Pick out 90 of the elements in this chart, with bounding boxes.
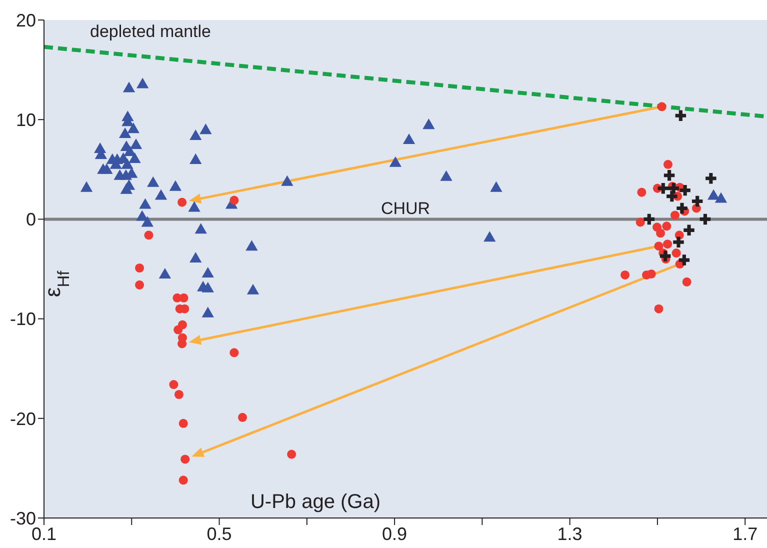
- point: [389, 156, 402, 167]
- point: [678, 254, 690, 266]
- point: [230, 196, 239, 205]
- point: [658, 182, 669, 194]
- x-tick-label: 0.9: [382, 524, 408, 544]
- point: [230, 348, 239, 358]
- point: [122, 82, 136, 92]
- point: [100, 163, 113, 174]
- point: [668, 182, 680, 194]
- point: [682, 277, 692, 286]
- y-tick-label: 0: [26, 210, 36, 230]
- point: [127, 122, 140, 134]
- point: [174, 325, 183, 334]
- point: [714, 192, 728, 203]
- point: [402, 133, 416, 144]
- point: [135, 280, 144, 290]
- point: [135, 264, 144, 273]
- point: [147, 176, 160, 187]
- x-tick-label: 0.5: [206, 524, 232, 544]
- point: [139, 198, 152, 209]
- point: [80, 181, 93, 192]
- point: [169, 380, 178, 390]
- point: [664, 170, 675, 181]
- y-tick-label: -10: [10, 309, 36, 330]
- point: [136, 78, 149, 88]
- y-tick-label: 20: [16, 10, 36, 30]
- point: [178, 198, 187, 207]
- point: [680, 184, 690, 196]
- point: [200, 124, 212, 134]
- point: [188, 201, 200, 212]
- point: [174, 390, 184, 399]
- point: [169, 180, 182, 191]
- point: [663, 160, 672, 169]
- ref-line-label: CHUR: [380, 199, 430, 218]
- point: [178, 476, 188, 485]
- point: [654, 242, 664, 251]
- point: [646, 269, 656, 278]
- point: [190, 153, 202, 164]
- point: [179, 293, 188, 302]
- point: [178, 418, 188, 428]
- point: [692, 196, 703, 207]
- point: [422, 118, 435, 130]
- point: [238, 412, 248, 422]
- point: [130, 138, 142, 150]
- x-tick-label: 1.3: [557, 524, 582, 544]
- point: [440, 170, 452, 181]
- point: [620, 270, 630, 280]
- point: [654, 304, 664, 314]
- point: [180, 454, 190, 464]
- point: [684, 224, 694, 236]
- point: [673, 236, 684, 248]
- point: [281, 175, 294, 186]
- point: [118, 128, 132, 138]
- point: [672, 248, 681, 258]
- point: [662, 222, 672, 231]
- point: [141, 216, 154, 227]
- point: [202, 266, 214, 278]
- point: [121, 158, 134, 169]
- point: [666, 190, 678, 202]
- point: [190, 130, 202, 140]
- point: [144, 230, 154, 240]
- y-tick-label: 10: [16, 110, 36, 130]
- point: [656, 228, 666, 238]
- y-tick-label: -20: [10, 408, 36, 429]
- point: [636, 218, 645, 227]
- point: [706, 172, 716, 184]
- point: [194, 223, 207, 234]
- point: [128, 152, 141, 163]
- point: [124, 145, 136, 156]
- point: [660, 250, 671, 262]
- point: [154, 189, 168, 200]
- x-axis-title: U-Pb age (Ga): [250, 491, 381, 513]
- point: [484, 231, 496, 242]
- point: [120, 169, 132, 180]
- series-label: depleted mantle: [90, 22, 211, 41]
- point: [120, 183, 132, 194]
- point: [675, 110, 686, 121]
- point: [637, 188, 646, 197]
- point: [158, 268, 172, 278]
- point: [676, 202, 688, 214]
- point: [707, 189, 720, 200]
- point: [490, 181, 502, 192]
- x-tick-label: 1.7: [732, 524, 758, 544]
- point: [287, 450, 296, 459]
- point: [190, 252, 202, 263]
- point: [663, 240, 672, 249]
- point: [700, 214, 711, 225]
- point: [644, 214, 654, 225]
- point: [670, 210, 680, 220]
- point: [246, 240, 258, 251]
